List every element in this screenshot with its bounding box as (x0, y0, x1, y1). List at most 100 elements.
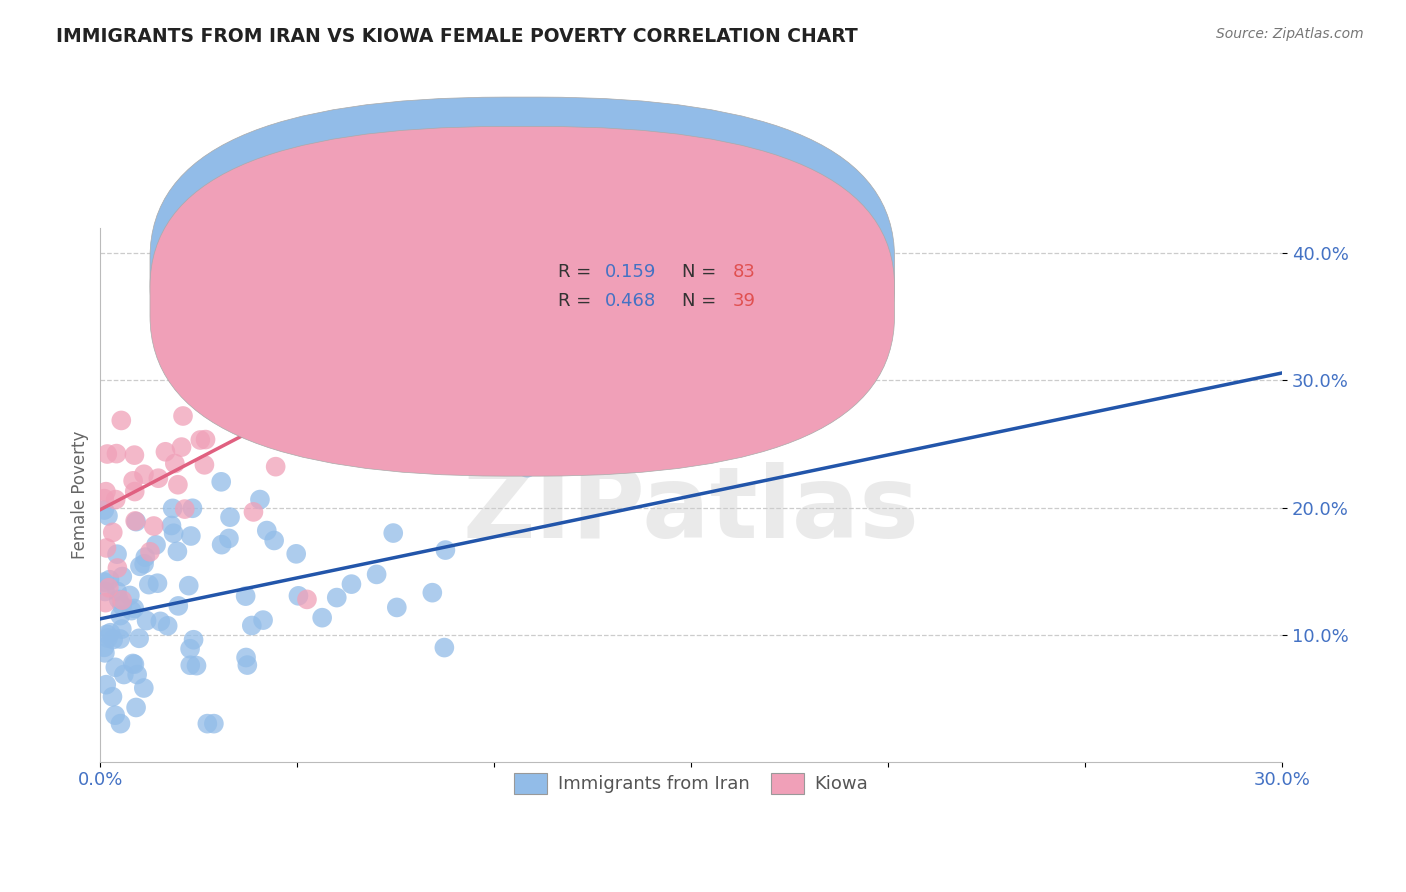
Point (236, 658, 259, 673)
Point (111, 622, 134, 636)
Point (172, 409, 194, 423)
Point (252, 613, 274, 627)
Point (382, 526, 405, 541)
FancyBboxPatch shape (150, 97, 894, 447)
Point (385, 600, 408, 615)
Point (285, 547, 308, 561)
Point (326, 591, 349, 605)
Point (138, 577, 160, 591)
Point (105, 447, 128, 461)
FancyBboxPatch shape (478, 241, 869, 329)
Point (94, 596, 117, 610)
Point (97, 581, 120, 595)
Point (98, 573, 121, 587)
Point (121, 604, 143, 618)
Point (104, 708, 127, 723)
Point (167, 477, 190, 491)
Point (129, 559, 152, 574)
Point (96, 541, 118, 555)
Point (134, 550, 156, 565)
Point (285, 336, 308, 351)
Point (177, 579, 200, 593)
Point (420, 585, 443, 599)
Text: 0.159: 0.159 (605, 263, 657, 281)
Point (132, 557, 155, 571)
Text: R =: R = (558, 293, 596, 310)
Point (242, 505, 264, 519)
Point (100, 625, 122, 640)
Point (145, 538, 167, 552)
Point (263, 533, 285, 548)
Point (193, 458, 215, 472)
Point (173, 502, 195, 516)
Point (124, 484, 146, 499)
Point (94, 484, 117, 499)
Point (202, 716, 225, 731)
FancyBboxPatch shape (150, 127, 894, 476)
Point (179, 340, 201, 354)
Point (183, 632, 205, 647)
Point (162, 526, 184, 541)
Point (249, 492, 271, 507)
Point (142, 519, 165, 533)
Point (108, 632, 131, 646)
Point (127, 667, 149, 681)
Point (125, 515, 148, 529)
Point (93, 574, 115, 589)
Point (107, 561, 129, 575)
Point (111, 599, 134, 613)
Point (340, 577, 363, 591)
Point (433, 640, 456, 655)
Point (94, 584, 117, 599)
Text: Source: ZipAtlas.com: Source: ZipAtlas.com (1216, 27, 1364, 41)
Point (162, 501, 184, 516)
Text: 39: 39 (733, 293, 755, 310)
Point (180, 529, 202, 543)
Point (434, 543, 457, 558)
Point (96, 627, 118, 641)
Text: IMMIGRANTS FROM IRAN VS KIOWA FEMALE POVERTY CORRELATION CHART: IMMIGRANTS FROM IRAN VS KIOWA FEMALE POV… (56, 27, 858, 45)
Point (149, 615, 172, 629)
Point (516, 460, 538, 475)
Point (97, 631, 120, 645)
Point (101, 632, 124, 647)
Point (110, 608, 132, 623)
Point (105, 584, 128, 599)
Point (132, 467, 155, 482)
Point (101, 525, 124, 540)
Point (124, 514, 146, 528)
Point (240, 618, 263, 632)
Point (105, 547, 128, 561)
Point (112, 667, 135, 681)
Point (219, 510, 242, 524)
Point (111, 569, 134, 583)
Point (139, 545, 162, 559)
Point (132, 681, 155, 695)
Text: 83: 83 (733, 263, 755, 281)
Point (96, 678, 118, 692)
Point (93, 640, 115, 655)
Point (125, 700, 148, 714)
Point (209, 475, 232, 489)
Point (169, 344, 191, 359)
Point (97, 508, 120, 523)
Point (107, 592, 129, 607)
Point (287, 589, 309, 603)
Point (160, 518, 183, 533)
Point (235, 650, 257, 665)
Point (256, 524, 278, 538)
Text: ZIPatlas: ZIPatlas (463, 462, 920, 559)
Point (181, 501, 204, 516)
Point (122, 474, 145, 488)
Point (93, 503, 115, 517)
Point (194, 433, 217, 447)
Point (163, 457, 186, 471)
Text: R =: R = (558, 263, 596, 281)
Point (111, 593, 134, 607)
Point (366, 567, 388, 582)
Point (186, 658, 208, 673)
Point (211, 538, 233, 552)
Point (266, 353, 288, 368)
Point (94, 646, 117, 660)
Point (264, 459, 287, 474)
